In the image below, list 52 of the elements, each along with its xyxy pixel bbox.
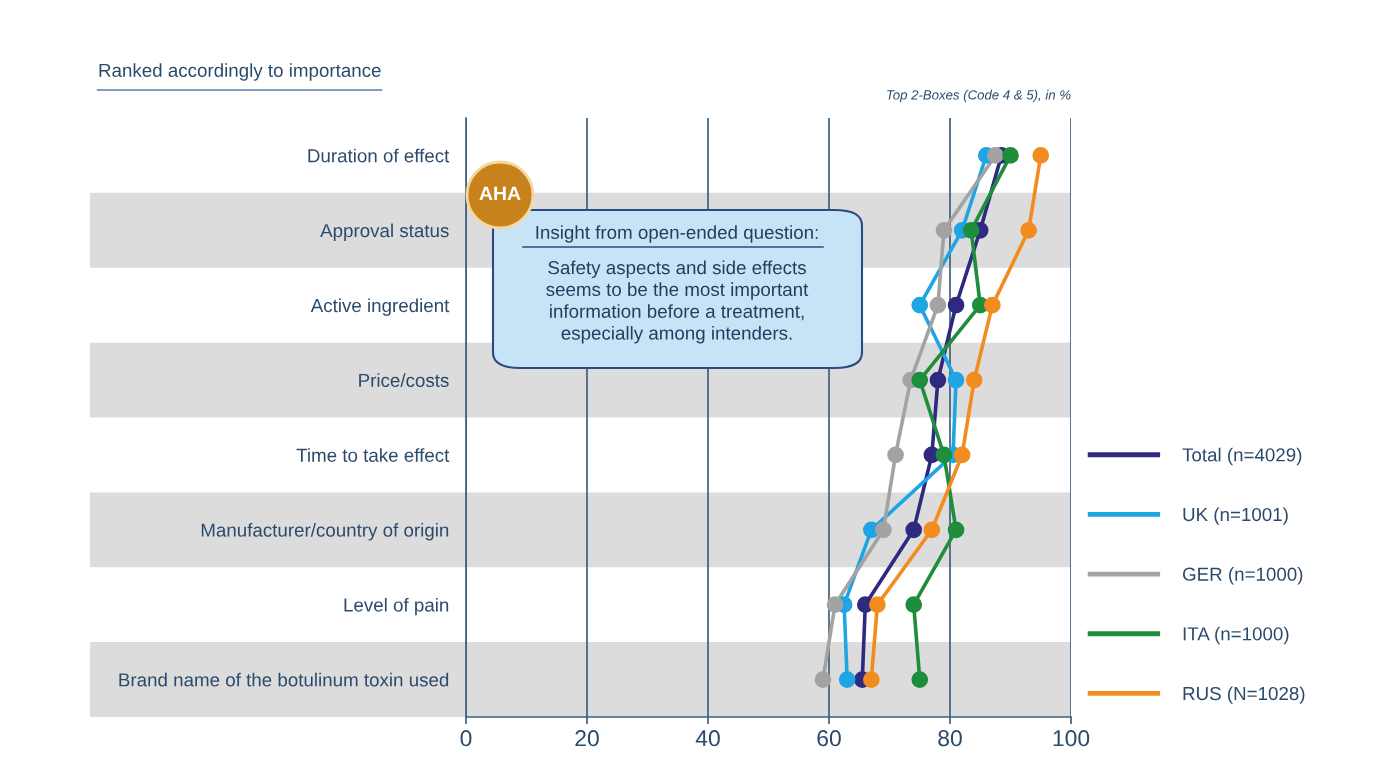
point: [814, 671, 832, 688]
legend-label: UK (n=1001): [1183, 507, 1288, 525]
y-tick-label: Approval status: [320, 223, 449, 241]
annotation: AHA: [479, 186, 521, 201]
point: [887, 446, 904, 464]
x-tick-label: 100: [1053, 730, 1090, 747]
point: [929, 296, 947, 314]
y-tick-label: Duration of effect: [308, 148, 450, 163]
point: [911, 296, 929, 314]
y-tick-label: Active ingredient: [310, 298, 450, 316]
x-tick-label: 60: [817, 730, 841, 747]
annotation: Insight from open-ended question:: [536, 225, 818, 243]
point: [875, 521, 892, 539]
y-tick-label: Price/costs: [359, 373, 449, 388]
text: Top 2-Boxes (Code 4 & 5), in %: [887, 89, 1071, 103]
legend-label: GER (n=1000): [1182, 567, 1303, 585]
point: [869, 596, 886, 614]
legend-label: RUS (N=1028): [1183, 686, 1305, 704]
point: [838, 671, 856, 688]
y-tick-label: Level of pain: [344, 597, 449, 616]
point: [935, 446, 953, 464]
legend-label: Total (n=4029): [1182, 447, 1302, 466]
point: [947, 296, 965, 314]
point: [923, 521, 941, 539]
point: [863, 671, 880, 688]
point: [826, 596, 844, 614]
point: [953, 446, 971, 464]
point: [1002, 147, 1019, 164]
point: [905, 596, 923, 614]
point: [984, 296, 1001, 314]
point: [929, 371, 947, 389]
y-tick-label: Time to take effect: [296, 448, 450, 462]
point: [905, 521, 923, 539]
point: [911, 371, 929, 389]
y-tick-label: Manufacturer/country of origin: [201, 523, 449, 541]
x-tick-label: 40: [695, 730, 720, 747]
legend-label: ITA (n=1000): [1183, 626, 1289, 645]
point: [1032, 147, 1050, 164]
point: [987, 147, 1004, 164]
text: Ranked accordingly to importance: [99, 63, 381, 81]
point: [947, 371, 965, 389]
point: [965, 371, 983, 389]
point: [962, 221, 980, 239]
point: [911, 671, 929, 688]
point: [935, 221, 953, 239]
point: [947, 521, 965, 539]
x-tick-label: 0: [460, 730, 472, 747]
x-tick-label: 80: [938, 730, 962, 747]
y-tick-label: Brand name of the botulinum toxin used: [119, 672, 449, 687]
point: [1020, 221, 1037, 239]
annotation: Safety aspects and side effects seems to be the most important information before a treatment, especially among intenders.: [546, 260, 809, 344]
x-tick-label: 20: [575, 730, 599, 747]
